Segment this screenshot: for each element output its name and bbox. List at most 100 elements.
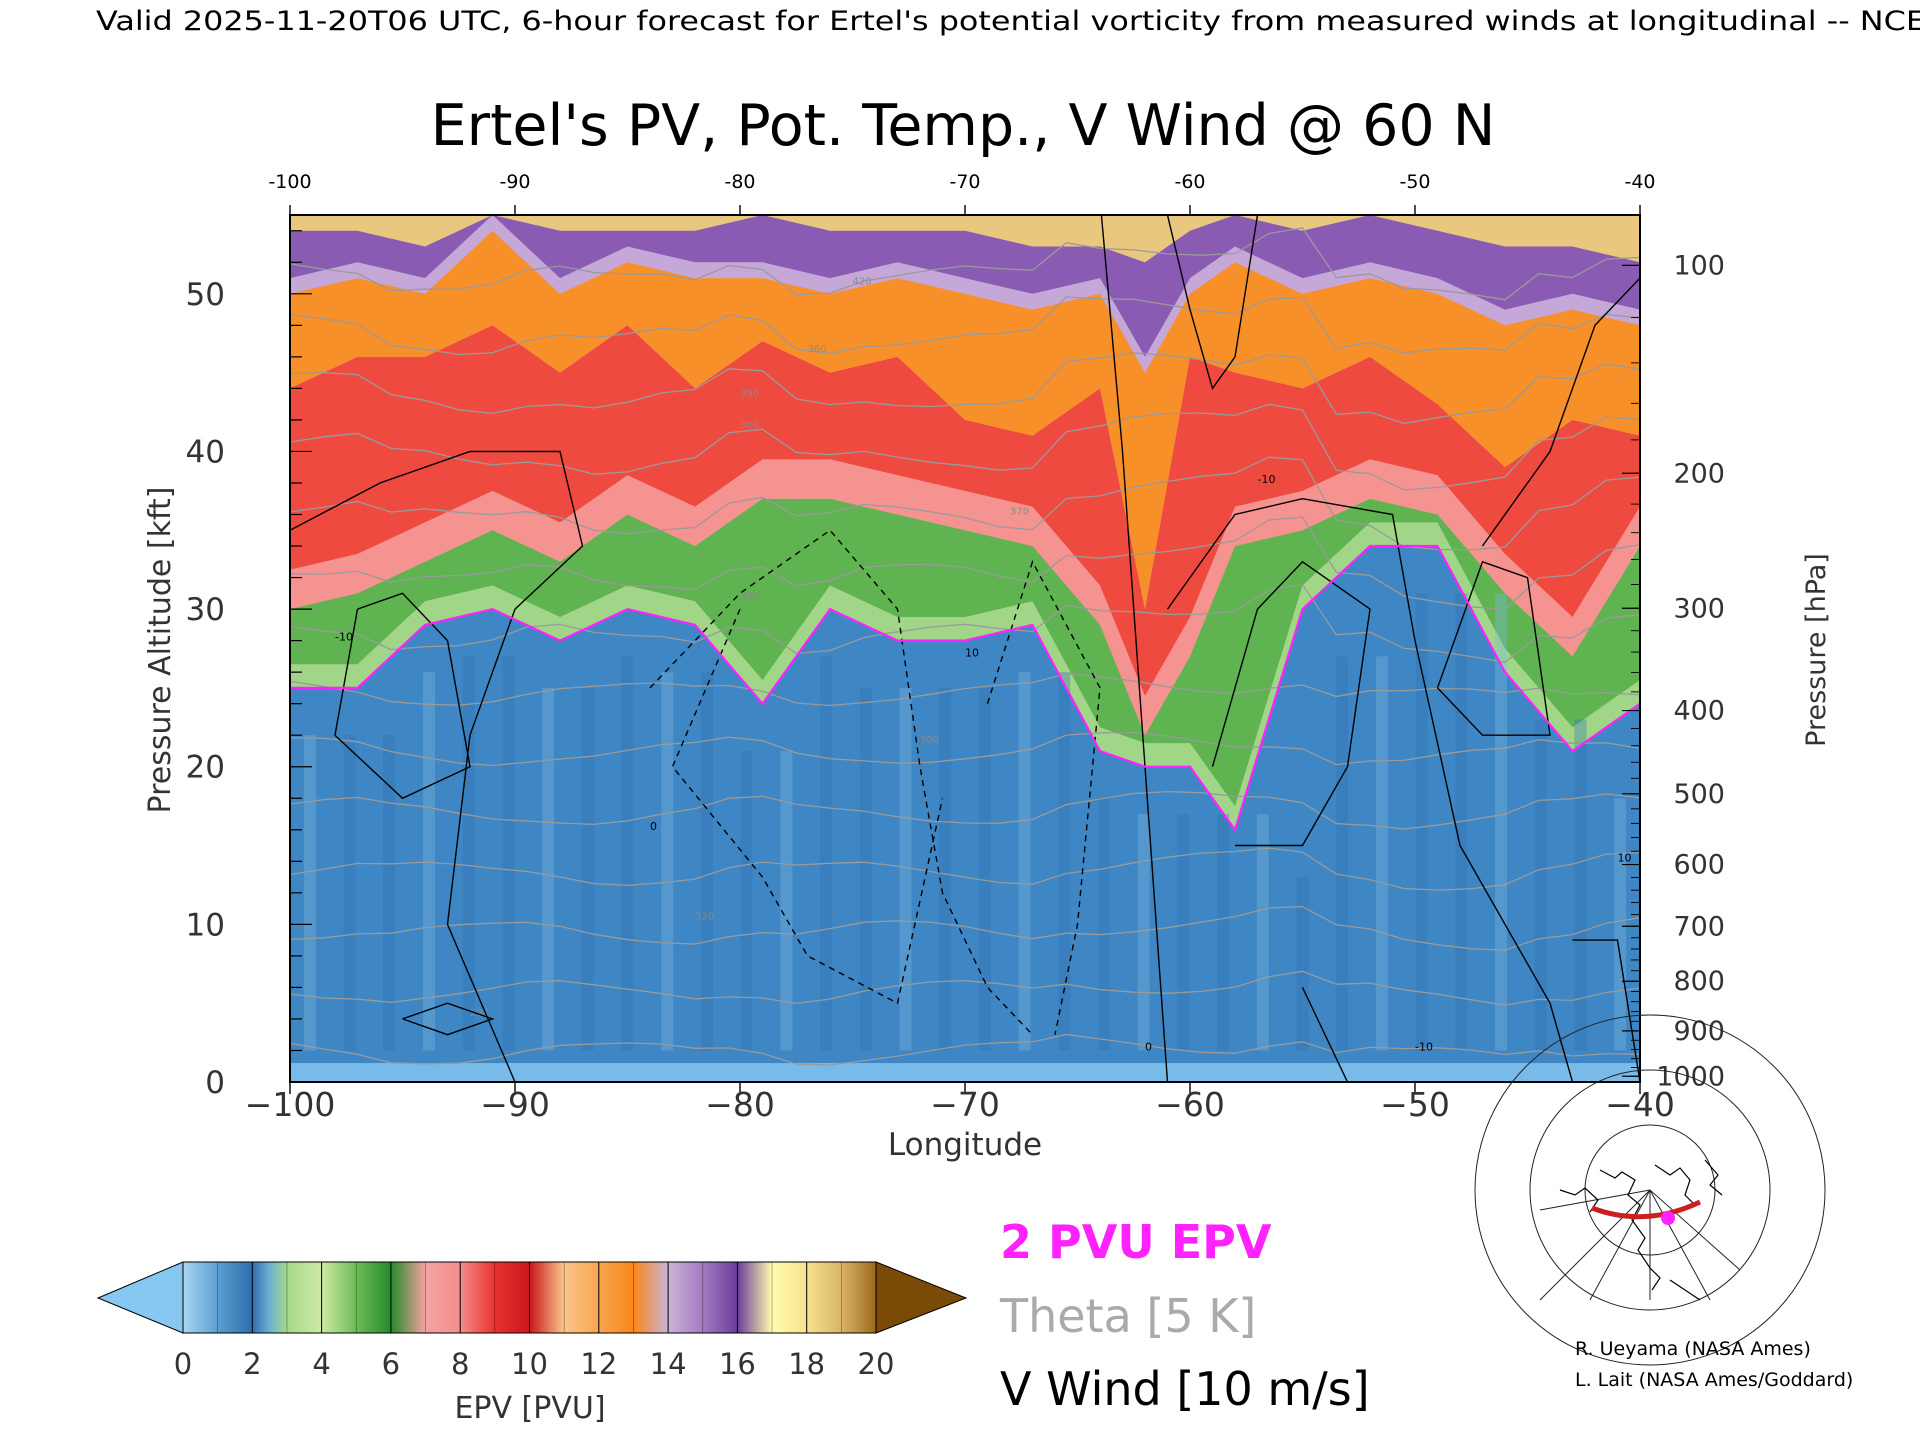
coastlines	[1559, 1159, 1723, 1301]
theta-contour-label: 420	[853, 276, 872, 287]
pv-streak	[978, 687, 991, 1051]
pv-streak	[1415, 593, 1428, 1051]
x-tick-label-bottom: −40	[1605, 1085, 1675, 1124]
theta-contour-label: 360	[808, 344, 827, 355]
y-tick-label-hpa: 300	[1673, 593, 1725, 624]
pv-streak	[1217, 814, 1230, 1051]
theta-contour	[290, 790, 1640, 830]
pv-streak	[820, 656, 833, 1051]
colorbar-under-triangle	[96, 1261, 184, 1334]
theta-contour	[290, 227, 1640, 301]
y-tick-label-hpa: 400	[1673, 696, 1725, 727]
colorbar-tick-label: 0	[174, 1347, 192, 1381]
colorbar: 0 2 4 6 8 10 12 14 16 18 20 EPV [PVU]	[96, 1261, 968, 1426]
legend-v-wind: V Wind [10 m/s]	[1000, 1362, 1370, 1416]
pv-streak	[899, 687, 912, 1051]
pv-band-18-20	[290, 215, 1640, 263]
v-wind-contour-label: -10	[1415, 1040, 1433, 1053]
colorbar-tick-label: 8	[451, 1347, 469, 1381]
theta-contour	[290, 905, 1640, 951]
legend-epv: 2 PVU EPV	[1000, 1215, 1272, 1269]
v-wind-contours: -10 0 10 -10 0 10 -10	[290, 215, 1640, 1082]
v-wind-contour-label: 10	[1618, 851, 1632, 864]
x-tick-label-bottom: −90	[480, 1085, 550, 1124]
pv-streak	[383, 735, 396, 1051]
theta-contour-label: 300	[920, 735, 939, 746]
pv-band-2-6	[290, 498, 1640, 830]
y-tick-label-kft: 10	[186, 907, 225, 943]
pv-streak	[740, 750, 753, 1051]
theta-contour-label: 390	[740, 388, 759, 399]
x-tick-label-top: -70	[949, 171, 980, 193]
y-tick-label-hpa: 900	[1673, 1016, 1725, 1047]
v-wind-contour-label: 0	[1145, 1040, 1152, 1053]
pv-band-light-green	[290, 522, 1640, 830]
theta-contour-label: 340	[740, 592, 759, 603]
plot-area: 290 300 320 340 360 370 380 390 420 -10 0 10 -10 0 10…	[289, 214, 1641, 1083]
pv-streak	[502, 656, 515, 1051]
y-tick-label-kft: 50	[186, 277, 225, 313]
x-tick-label-top: -100	[268, 171, 311, 193]
v-wind-contour-label: -10	[335, 631, 353, 644]
pv-streak	[621, 656, 634, 1051]
colorbar-tick-label: 6	[382, 1347, 400, 1381]
pv-band-0-2	[290, 546, 1640, 1082]
pv-streak	[859, 687, 872, 1051]
pv-band-pink	[290, 459, 1640, 736]
pv-streak	[661, 672, 674, 1051]
pv-streak	[1097, 798, 1110, 1051]
x-tick-label-bottom: −50	[1380, 1085, 1450, 1124]
pv-streak	[1375, 656, 1388, 1051]
y-axis-title-right: Pressure [hPa]	[1801, 553, 1832, 747]
y-tick-label-hpa: 700	[1673, 911, 1725, 942]
pv-streak	[1058, 672, 1071, 1051]
v-wind-contour	[1301, 987, 1349, 1082]
two-pvu-contour	[290, 544, 1640, 833]
cross-section-line	[1591, 1199, 1702, 1220]
colorbar-label: EPV [PVU]	[454, 1391, 605, 1426]
v-wind-contour-label: 0	[650, 820, 657, 833]
pv-streak	[1018, 672, 1031, 1051]
y-tick-label-hpa: 600	[1673, 850, 1725, 881]
theta-contour	[290, 970, 1640, 1006]
y-tick-label-hpa: 800	[1673, 966, 1725, 997]
pv-band-10-14	[290, 230, 1640, 610]
location-marker	[1661, 1211, 1675, 1225]
x-tick-label-top: -40	[1624, 171, 1655, 193]
colorbar-tick-label: 10	[511, 1347, 548, 1381]
v-wind-contour	[1100, 215, 1169, 1082]
pv-streak	[1574, 719, 1587, 1051]
credit-line-1: R. Ueyama (NASA Ames)	[1575, 1338, 1811, 1360]
theta-contour	[290, 456, 1640, 551]
theta-contour	[290, 672, 1640, 707]
pv-streak	[422, 672, 435, 1051]
locator-map	[1474, 1014, 1826, 1366]
pv-streak	[780, 750, 793, 1051]
v-wind-contour	[1436, 560, 1551, 736]
pv-streak	[343, 735, 356, 1051]
v-wind-contour	[290, 450, 584, 1082]
pv-streak	[1137, 814, 1150, 1051]
x-tick-label-top: -50	[1399, 171, 1430, 193]
theta-contour	[290, 583, 1640, 663]
y-tick-label-hpa: 100	[1673, 250, 1725, 281]
pv-band-lavender	[290, 215, 1640, 373]
y-tick-label-kft: 30	[186, 592, 225, 628]
theta-contour	[290, 516, 1640, 611]
v-wind-contour	[1211, 560, 1371, 847]
polar-grid	[1474, 1014, 1826, 1366]
v-wind-contour	[986, 560, 1101, 1035]
axes: -100−100-90−90-80−80-70−70-60−60-50−50-4…	[186, 171, 1725, 1124]
colorbar-over-triangle	[875, 1261, 968, 1334]
colorbar-tick-label: 4	[312, 1347, 330, 1381]
y-tick-label-kft: 0	[205, 1065, 225, 1101]
v-wind-contour	[671, 608, 944, 1005]
y-axis-title-left: Pressure Altitude [kft]	[143, 487, 178, 814]
theta-contours: 290 300 320 340 360 370 380 390 420	[290, 227, 1640, 1066]
theta-contour	[290, 1033, 1640, 1066]
v-wind-contour	[1166, 215, 1259, 390]
pv-streak	[1614, 798, 1627, 1051]
pv-streak	[700, 672, 713, 1051]
theta-contour-label: 370	[1010, 507, 1029, 518]
